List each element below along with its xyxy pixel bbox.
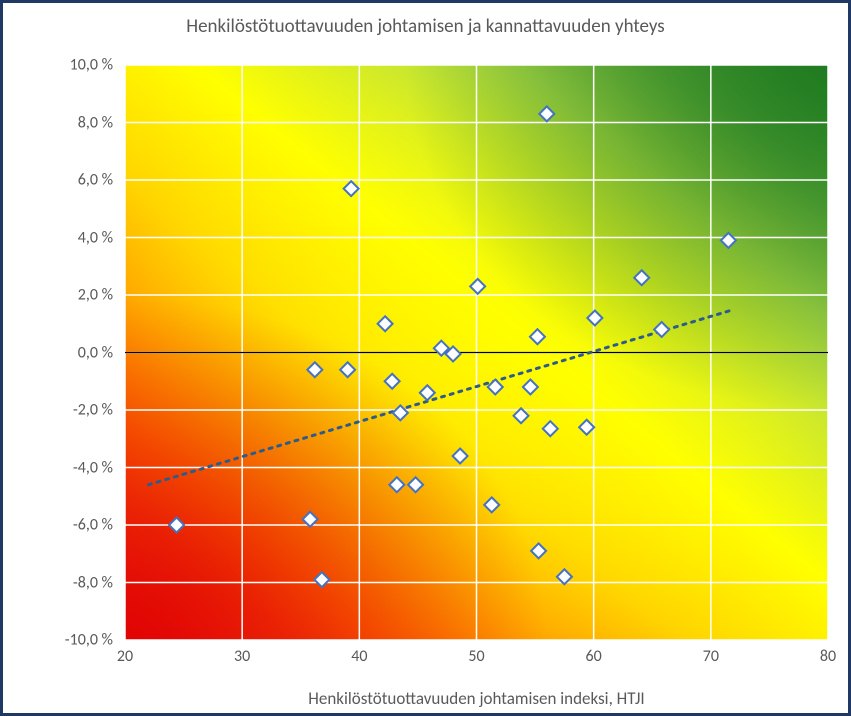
y-tick-label: 4,0 %: [33, 228, 113, 247]
y-tick-label: 2,0 %: [33, 286, 113, 305]
x-tick-label: 50: [468, 647, 484, 666]
y-tick-label: -6,0 %: [33, 516, 113, 535]
chart-title: Henkilöstötuottavuuden johtamisen ja kan…: [3, 15, 848, 38]
x-tick-label: 40: [351, 647, 367, 666]
x-tick-label: 60: [586, 647, 602, 666]
y-tick-label: -8,0 %: [33, 573, 113, 592]
x-axis-label: Henkilöstötuottavuuden johtamisen indeks…: [125, 688, 828, 709]
chart-container: Henkilöstötuottavuuden johtamisen ja kan…: [0, 0, 851, 716]
y-tick-label: 10,0 %: [33, 56, 113, 75]
x-tick-label: 80: [820, 647, 836, 666]
y-tick-label: 0,0 %: [33, 343, 113, 362]
plot-area: [125, 65, 828, 640]
x-tick-label: 20: [117, 647, 133, 666]
y-tick-label: 6,0 %: [33, 171, 113, 190]
y-tick-label: -10,0 %: [33, 631, 113, 650]
scatter-plot: [125, 65, 828, 640]
x-tick-label: 30: [234, 647, 250, 666]
x-tick-label: 70: [703, 647, 719, 666]
y-tick-label: -4,0 %: [33, 458, 113, 477]
y-tick-label: -2,0 %: [33, 401, 113, 420]
y-tick-label: 8,0 %: [33, 113, 113, 132]
